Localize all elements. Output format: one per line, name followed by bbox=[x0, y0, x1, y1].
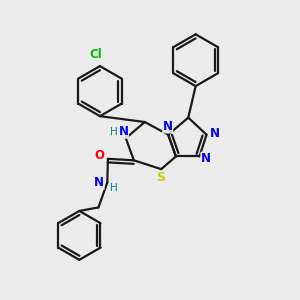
Text: O: O bbox=[95, 149, 105, 162]
Text: N: N bbox=[201, 152, 211, 165]
Text: N: N bbox=[94, 176, 104, 190]
Text: S: S bbox=[156, 172, 165, 184]
Text: N: N bbox=[210, 127, 220, 140]
Text: N: N bbox=[118, 125, 128, 138]
Text: Cl: Cl bbox=[89, 48, 102, 62]
Text: H: H bbox=[110, 127, 118, 137]
Text: H: H bbox=[110, 183, 118, 193]
Text: N: N bbox=[163, 120, 173, 133]
